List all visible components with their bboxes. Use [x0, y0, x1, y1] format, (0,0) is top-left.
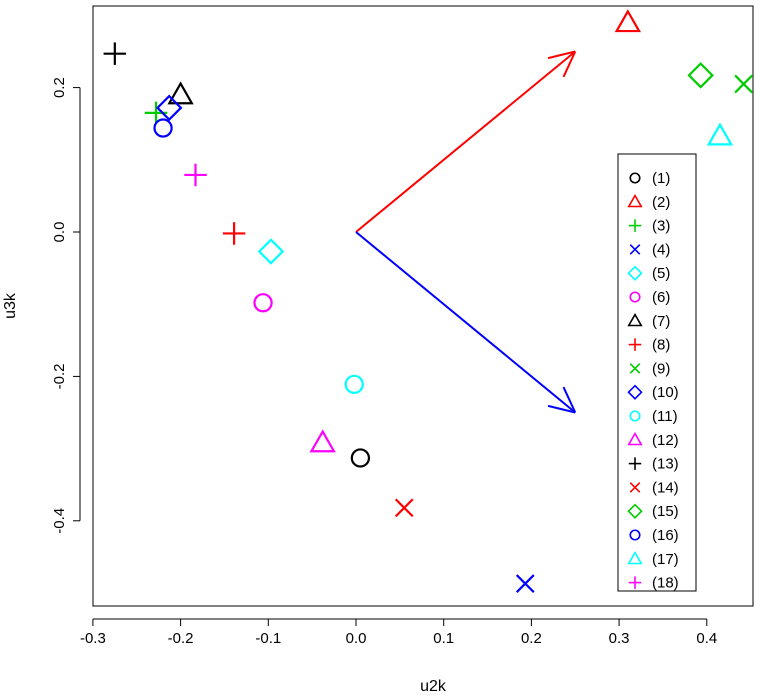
legend-label: (9) [652, 360, 670, 377]
arrow [355, 231, 577, 414]
legend-label: (6) [652, 289, 670, 306]
y-tick-label: 0.2 [51, 77, 68, 98]
legend: (1) (2) (3) (4) (5) (6) (7) (8) (9) (10) (11) (12) (… [617, 153, 697, 592]
legend-symbol [627, 431, 643, 446]
data-point [515, 574, 535, 593]
data-point [167, 81, 194, 105]
plot-frame [92, 5, 754, 607]
loading-arrows [355, 50, 577, 414]
legend-label: (4) [652, 241, 670, 258]
legend-label: (17) [652, 551, 679, 568]
legend-symbol [627, 193, 643, 208]
legend-symbol [629, 172, 641, 184]
data-point [103, 42, 127, 65]
data-point [153, 118, 173, 138]
legend-label: (12) [652, 432, 679, 449]
data-point [687, 62, 714, 89]
data-point [309, 429, 336, 453]
arrow [355, 50, 577, 233]
legend-label: (3) [652, 218, 670, 235]
y-axis-title: u3k [2, 292, 19, 319]
data-point [734, 74, 753, 94]
data-point [257, 238, 285, 265]
legend-symbol [627, 503, 643, 519]
legend-label: (13) [652, 456, 679, 473]
x-axis-title: u2k [420, 678, 447, 695]
legend-label: (5) [652, 265, 670, 282]
legend-label: (16) [652, 527, 679, 544]
legend-symbol [629, 244, 641, 255]
legend-symbol [628, 219, 642, 232]
legend-symbol [627, 550, 643, 565]
data-point [253, 293, 273, 313]
legend-symbol [629, 482, 641, 493]
data-point [706, 122, 734, 146]
data-point [344, 374, 364, 394]
y-tick-label: -0.4 [51, 508, 68, 534]
x-tick-label: 0.4 [696, 630, 717, 647]
legend-label: (8) [652, 337, 670, 354]
y-tick-label: 0.0 [51, 222, 68, 243]
legend-symbol [628, 457, 642, 470]
x-tick-label: -0.1 [255, 630, 281, 647]
legend-label: (2) [652, 194, 670, 211]
x-tick-label: 0.1 [433, 630, 454, 647]
legend-symbol [629, 529, 641, 541]
legend-symbol [629, 363, 641, 374]
y-tick-label: -0.2 [51, 363, 68, 389]
legend-symbol [629, 291, 641, 303]
legend-label: (10) [652, 384, 679, 401]
legend-label: (7) [652, 313, 670, 330]
data-point [614, 9, 642, 33]
legend-symbol [627, 312, 643, 327]
data-point [222, 222, 246, 245]
y-axis: -0.4 -0.2 0.0 0.2 [51, 77, 81, 534]
data-points [103, 9, 753, 593]
x-tick-label: -0.3 [80, 630, 106, 647]
legend-symbol [627, 384, 643, 400]
x-tick-label: 0.0 [346, 630, 367, 647]
legend-symbol [628, 576, 642, 589]
legend-label: (14) [652, 479, 679, 496]
data-point [184, 163, 207, 187]
legend-symbol [629, 410, 641, 422]
legend-symbol [628, 338, 642, 351]
data-point [350, 448, 371, 468]
x-tick-label: 0.2 [521, 630, 542, 647]
legend-symbol [627, 265, 643, 281]
x-tick-label: -0.2 [168, 630, 194, 647]
data-point [155, 94, 183, 122]
legend-label: (1) [652, 170, 670, 187]
x-axis: -0.3 -0.2 -0.1 0.0 0.1 0.2 0.3 0.4 [80, 618, 717, 647]
legend-label: (18) [652, 575, 679, 592]
data-point [394, 498, 414, 518]
legend-label: (11) [652, 408, 678, 425]
x-tick-label: 0.3 [609, 630, 630, 647]
legend-label: (15) [652, 503, 679, 520]
